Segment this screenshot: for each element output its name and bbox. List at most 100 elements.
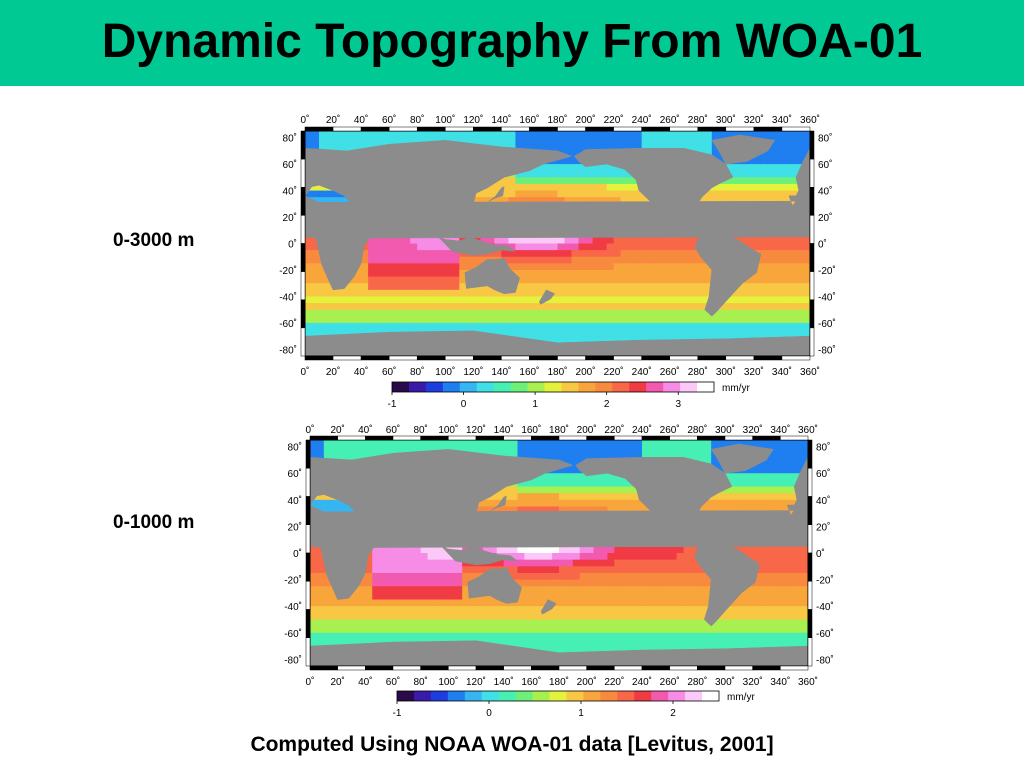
lon-tick-label: 40˚ [354, 114, 368, 126]
map-label-1000: 0-1000 m [113, 512, 195, 533]
landmasses [310, 443, 808, 666]
lon-tick-label: 180˚ [547, 114, 567, 126]
lat-tick-label: 0˚ [816, 548, 825, 560]
lon-tick-label: 80˚ [410, 366, 424, 378]
lon-tick-label: 180˚ [547, 366, 567, 378]
lon-tick-label: 40˚ [358, 424, 372, 436]
lat-tick-label: 20˚ [283, 212, 297, 224]
lon-tick-label: 20˚ [326, 366, 340, 378]
lon-tick-label: 220˚ [604, 366, 624, 378]
lon-tick-label: 300˚ [715, 424, 735, 436]
lon-tick-label: 80˚ [413, 424, 427, 436]
lon-tick-label: 260˚ [660, 424, 680, 436]
lat-tick-label: -80˚ [818, 344, 836, 356]
lat-tick-label: 40˚ [283, 186, 297, 198]
lat-tick-label: 80˚ [818, 133, 832, 145]
lon-tick-label: 0˚ [306, 676, 315, 688]
lon-tick-label: 100˚ [435, 366, 455, 378]
lon-tick-label: 200˚ [577, 424, 597, 436]
lon-tick-label: 100˚ [438, 676, 458, 688]
lon-tick-label: 180˚ [549, 676, 569, 688]
lat-tick-label: 60˚ [283, 159, 297, 171]
lon-tick-label: 160˚ [519, 114, 539, 126]
lat-tick-label: -40˚ [816, 601, 834, 613]
page-title: Dynamic Topography From WOA-01 [101, 15, 923, 68]
lat-tick-label: -40˚ [284, 601, 302, 613]
lat-tick-label: 40˚ [288, 495, 302, 507]
lon-tick-label: 40˚ [358, 676, 372, 688]
lat-tick-label: 0˚ [818, 239, 827, 251]
lat-tick-label: 60˚ [816, 468, 830, 480]
colorbar: mm/yr -1 0 1 2 3 [388, 381, 750, 410]
lat-tick-label: -20˚ [279, 265, 297, 277]
lon-tick-label: 320˚ [744, 114, 764, 126]
colorbar-tick-label: 1 [578, 708, 584, 719]
lon-tick-label: 340˚ [772, 114, 792, 126]
lon-tick-label: 120˚ [466, 676, 486, 688]
lat-tick-label: -20˚ [818, 265, 836, 277]
lon-tick-label: 220˚ [604, 424, 624, 436]
lon-tick-label: 20˚ [326, 114, 340, 126]
lon-tick-label: 140˚ [491, 114, 511, 126]
lon-tick-label: 260˚ [660, 114, 680, 126]
lon-tick-label: 140˚ [494, 424, 514, 436]
lon-tick-label: 120˚ [466, 424, 486, 436]
colorbar-tick-label: -1 [393, 708, 402, 719]
lon-tick-label: 340˚ [772, 366, 792, 378]
lat-tick-label: 40˚ [818, 186, 832, 198]
lon-tick-label: 360˚ [800, 366, 820, 378]
lon-tick-label: 260˚ [660, 366, 680, 378]
lat-tick-label: 20˚ [816, 521, 830, 533]
lon-tick-label: 80˚ [410, 114, 424, 126]
colorbar-unit: mm/yr [727, 692, 755, 703]
lon-tick-label: 0˚ [301, 366, 310, 378]
lon-tick-label: 220˚ [604, 676, 624, 688]
lon-tick-label: 320˚ [743, 676, 763, 688]
lon-tick-label: 300˚ [716, 114, 736, 126]
colorbar-tick-label: 0 [461, 399, 467, 410]
lon-tick-label: 200˚ [576, 114, 596, 126]
lon-tick-label: 160˚ [521, 424, 541, 436]
lon-tick-label: 220˚ [604, 114, 624, 126]
lat-tick-label: -60˚ [818, 318, 836, 330]
lon-tick-label: 0˚ [306, 424, 315, 436]
lat-tick-label: 60˚ [818, 159, 832, 171]
lat-tick-label: 60˚ [288, 468, 302, 480]
lon-tick-label: 200˚ [577, 676, 597, 688]
lat-tick-label: 0˚ [293, 548, 302, 560]
lon-tick-label: 100˚ [438, 424, 458, 436]
lat-tick-label: -40˚ [279, 291, 297, 303]
lon-tick-label: 280˚ [687, 676, 707, 688]
lat-tick-label: 20˚ [288, 521, 302, 533]
lon-tick-label: 180˚ [549, 424, 569, 436]
colorbar-tick-label: 0 [486, 708, 492, 719]
lon-tick-label: 320˚ [743, 424, 763, 436]
lon-tick-label: 280˚ [688, 114, 708, 126]
lon-tick-label: 120˚ [463, 114, 483, 126]
colorbar-tick-label: 2 [670, 708, 676, 719]
lat-tick-label: -80˚ [816, 654, 834, 666]
lon-tick-label: 60˚ [386, 424, 400, 436]
lon-tick-label: 60˚ [386, 676, 400, 688]
landmasses [305, 134, 810, 356]
colorbar-tick-label: 2 [604, 399, 610, 410]
lon-tick-label: 80˚ [413, 676, 427, 688]
lon-tick-label: 160˚ [519, 366, 539, 378]
colorbar-tick-label: 1 [532, 399, 538, 410]
lon-tick-label: 300˚ [715, 676, 735, 688]
lat-tick-label: 80˚ [283, 133, 297, 145]
lon-tick-label: 340˚ [770, 676, 790, 688]
lon-tick-label: 140˚ [494, 676, 514, 688]
lon-tick-label: 200˚ [576, 366, 596, 378]
lon-tick-label: 240˚ [632, 676, 652, 688]
lat-tick-label: -60˚ [279, 318, 297, 330]
lon-tick-label: 240˚ [632, 114, 652, 126]
lon-tick-label: 260˚ [660, 676, 680, 688]
lat-tick-label: -20˚ [816, 575, 834, 587]
lon-tick-label: 340˚ [770, 424, 790, 436]
map-label-3000: 0-3000 m [113, 230, 195, 251]
lon-tick-label: 280˚ [688, 366, 708, 378]
lon-tick-label: 60˚ [382, 114, 396, 126]
lat-tick-label: 0˚ [288, 239, 297, 251]
